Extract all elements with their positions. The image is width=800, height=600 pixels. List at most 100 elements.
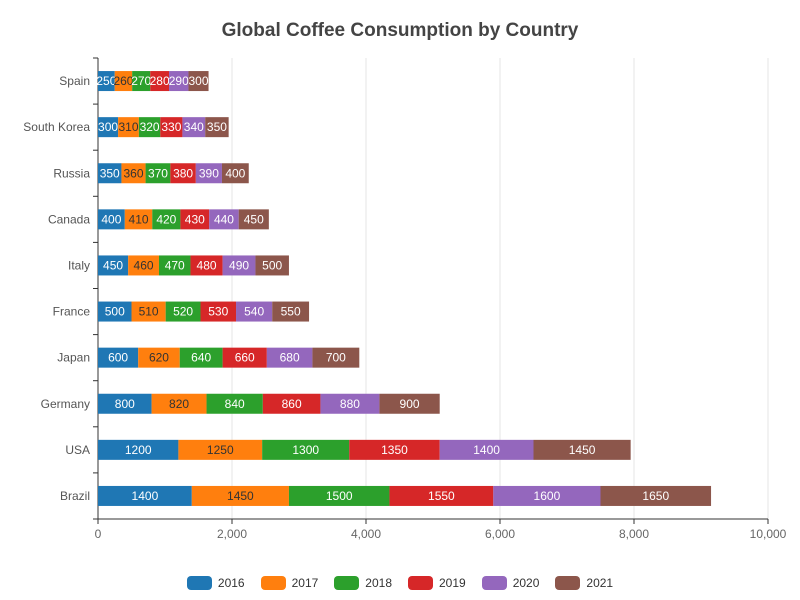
data-label: 1400 bbox=[132, 489, 159, 503]
data-label: 500 bbox=[262, 258, 282, 272]
bar-segment bbox=[312, 347, 360, 368]
y-tick-label: Italy bbox=[68, 258, 90, 272]
data-label: 520 bbox=[173, 305, 193, 319]
bar-segment bbox=[180, 209, 210, 230]
data-label: 1500 bbox=[326, 489, 353, 503]
bar-segment bbox=[222, 255, 256, 276]
x-tick-label: 2,000 bbox=[217, 527, 247, 541]
legend-item[interactable]: 2021 bbox=[555, 576, 613, 590]
bar-segment bbox=[236, 301, 273, 322]
data-label: 450 bbox=[103, 258, 123, 272]
chart-title: Global Coffee Consumption by Country bbox=[221, 20, 579, 41]
data-label: 350 bbox=[207, 120, 227, 134]
bar-segment bbox=[182, 117, 206, 138]
data-label: 370 bbox=[148, 166, 168, 180]
data-label: 390 bbox=[199, 166, 219, 180]
bar-segment bbox=[600, 485, 712, 506]
legend-label: 2018 bbox=[365, 576, 392, 590]
y-tick-label: Japan bbox=[57, 351, 90, 365]
data-label: 700 bbox=[326, 351, 346, 365]
y-tick-label: USA bbox=[65, 443, 90, 457]
x-tick-label: 0 bbox=[95, 527, 102, 541]
bar-segment bbox=[98, 71, 115, 92]
legend-swatch bbox=[481, 576, 507, 590]
bar-segment bbox=[165, 301, 201, 322]
data-label: 860 bbox=[282, 397, 302, 411]
legend-swatch bbox=[334, 576, 360, 590]
y-tick-label: Russia bbox=[53, 166, 90, 180]
x-tick-label: 8,000 bbox=[619, 527, 649, 541]
bar-segment bbox=[150, 71, 170, 92]
legend-item[interactable]: 2016 bbox=[186, 576, 245, 590]
bar-segment bbox=[179, 347, 223, 368]
bar-segment bbox=[98, 485, 192, 506]
legend-swatch bbox=[260, 576, 286, 590]
bar-segment bbox=[98, 163, 122, 184]
data-label: 1250 bbox=[207, 443, 234, 457]
bar-segment bbox=[170, 163, 196, 184]
data-label: 290 bbox=[169, 74, 189, 88]
bar-segment bbox=[98, 255, 129, 276]
bar-segment bbox=[152, 209, 181, 230]
legend-swatch bbox=[555, 576, 581, 590]
bar-segment bbox=[379, 393, 440, 414]
data-label: 400 bbox=[225, 166, 245, 180]
data-label: 1450 bbox=[227, 489, 254, 503]
legend-swatch bbox=[408, 576, 433, 590]
data-label: 1650 bbox=[642, 489, 669, 503]
bar-segment bbox=[158, 255, 191, 276]
bar-segment bbox=[131, 301, 166, 322]
bar-segment bbox=[151, 393, 207, 414]
y-tick-label: Canada bbox=[48, 212, 90, 226]
data-label: 270 bbox=[131, 74, 151, 88]
legend-label: 2021 bbox=[586, 576, 614, 590]
y-tick-label: South Korea bbox=[23, 120, 90, 134]
bar-segment bbox=[493, 485, 601, 506]
bar-segment bbox=[188, 71, 209, 92]
legend-label: 2019 bbox=[439, 576, 466, 590]
data-label: 480 bbox=[197, 258, 217, 272]
bar-segment bbox=[266, 347, 313, 368]
bar-segment bbox=[190, 255, 223, 276]
data-label: 820 bbox=[169, 397, 189, 411]
bar-segment bbox=[221, 163, 249, 184]
data-label: 330 bbox=[161, 120, 181, 134]
bar-segment bbox=[145, 163, 171, 184]
data-label: 500 bbox=[105, 305, 125, 319]
bar-segment bbox=[132, 71, 151, 92]
data-label: 280 bbox=[150, 74, 170, 88]
data-label: 640 bbox=[191, 351, 211, 365]
data-label: 250 bbox=[96, 74, 116, 88]
data-label: 470 bbox=[165, 258, 185, 272]
bar-segment bbox=[98, 301, 132, 322]
data-label: 1350 bbox=[381, 443, 408, 457]
data-label: 900 bbox=[400, 397, 420, 411]
bar-segment bbox=[128, 255, 159, 276]
data-label: 350 bbox=[100, 166, 120, 180]
legend-item[interactable]: 2018 bbox=[334, 576, 392, 590]
bar-segment bbox=[262, 393, 321, 414]
legend-item[interactable]: 2020 bbox=[481, 576, 540, 590]
legend-label: 2020 bbox=[512, 576, 540, 590]
bar-segment bbox=[191, 485, 289, 506]
data-label: 1450 bbox=[569, 443, 596, 457]
x-tick-label: 10,000 bbox=[750, 527, 787, 541]
data-label: 300 bbox=[98, 120, 118, 134]
data-label: 510 bbox=[139, 305, 159, 319]
data-label: 420 bbox=[156, 212, 176, 226]
legend-item[interactable]: 2019 bbox=[408, 576, 466, 590]
data-label: 430 bbox=[185, 212, 205, 226]
bar-segment bbox=[98, 393, 152, 414]
bar-segment bbox=[533, 439, 631, 460]
data-label: 310 bbox=[118, 120, 138, 134]
chart-legend: 2016 2017 2018 2019 2020 2021 bbox=[0, 576, 800, 590]
legend-item[interactable]: 2017 bbox=[260, 576, 318, 590]
bar-segment bbox=[138, 347, 180, 368]
data-label: 320 bbox=[140, 120, 160, 134]
bar-segment bbox=[439, 439, 534, 460]
bar-segment bbox=[389, 485, 494, 506]
bar-segment bbox=[98, 209, 125, 230]
data-label: 340 bbox=[184, 120, 204, 134]
y-tick-label: Spain bbox=[59, 74, 90, 88]
legend-swatch bbox=[186, 576, 212, 590]
